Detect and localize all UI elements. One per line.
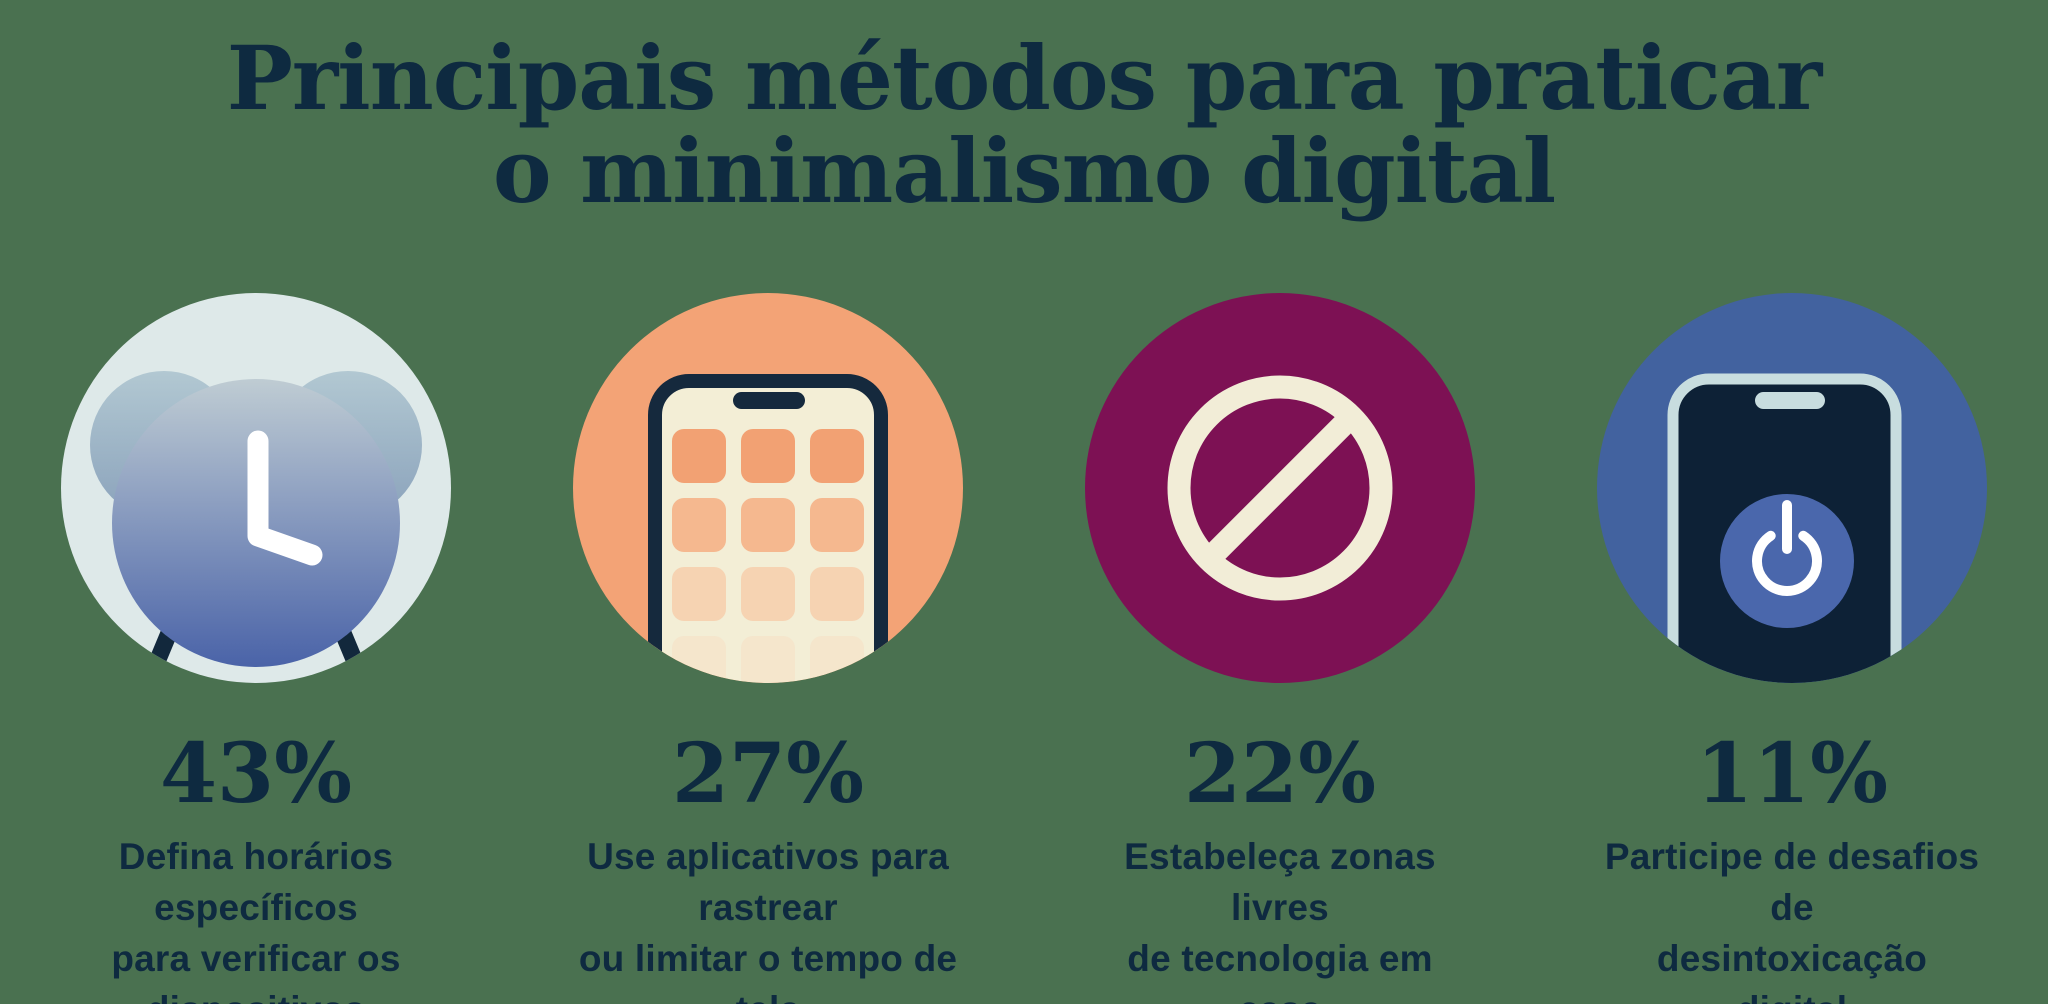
method-description: Use aplicativos para rastrear ou limitar… [573, 831, 963, 1004]
percent-value: 43% [159, 725, 353, 822]
method-description-line2: ou limitar o tempo de tela [578, 937, 958, 1004]
power-phone-icon [1667, 373, 1902, 683]
method-description-line2: de tecnologia em casa [1127, 937, 1433, 1004]
method-description: Participe de desafios de desintoxicação … [1597, 831, 1987, 1004]
power-phone-circle [1597, 292, 1987, 683]
method-description: Estabeleça zonas livres de tecnologia em… [1085, 831, 1475, 1004]
method-description-line1: Defina horários específicos [118, 835, 394, 928]
alarm-clock-icon [90, 370, 422, 683]
app-grid-phone-circle [573, 292, 963, 683]
no-sign-circle [1085, 292, 1475, 683]
method-description-line1: Use aplicativos para rastrear [587, 835, 949, 928]
page-title-line2: o minimalismo digital [492, 119, 1556, 224]
method-column-tech-free-zones: 22% Estabeleça zonas livres de tecnologi… [1085, 292, 1475, 1004]
app-grid-phone-icon [648, 373, 888, 683]
methods-grid: 43% Defina horários específicos para ver… [0, 292, 2048, 1004]
page-title: Principais métodos para praticar o minim… [0, 0, 2048, 219]
no-sign-icon [1167, 375, 1393, 601]
method-column-digital-detox: 11% Participe de desafios de desintoxica… [1597, 292, 1987, 1004]
method-description-line1: Estabeleça zonas livres [1124, 835, 1436, 928]
percent-value: 11% [1695, 725, 1889, 822]
method-column-set-times: 43% Defina horários específicos para ver… [61, 292, 451, 1004]
method-column-screen-time-apps: 27% Use aplicativos para rastrear ou lim… [573, 292, 963, 1004]
alarm-clock-circle [61, 292, 451, 683]
percent-value: 27% [671, 725, 865, 822]
method-description-line1: Participe de desafios de [1604, 835, 1980, 928]
page-title-line1: Principais métodos para praticar [226, 26, 1823, 130]
method-description: Defina horários específicos para verific… [61, 831, 451, 1004]
method-description-line2: para verificar os dispositivos [111, 937, 401, 1004]
percent-value: 22% [1183, 725, 1377, 822]
method-description-line2: desintoxicação digital [1656, 937, 1928, 1004]
